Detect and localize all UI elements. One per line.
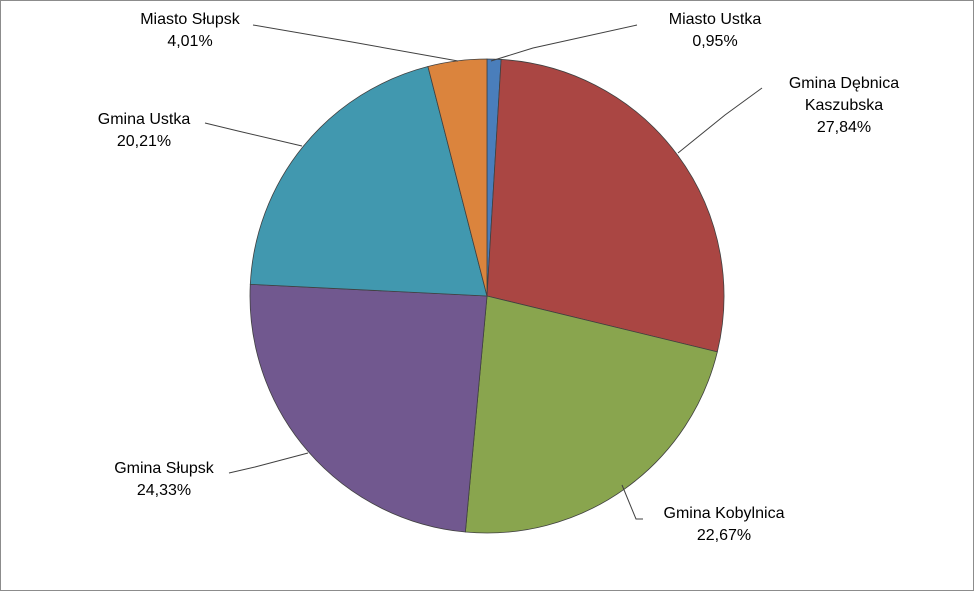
leader-lines	[204, 24, 763, 520]
leader-line-2	[621, 484, 643, 520]
data-label-name: Gmina Słupsk	[114, 460, 215, 477]
data-label-name: Kaszubska	[805, 97, 883, 114]
data-label-4: Gmina Ustka 20,21%	[98, 111, 191, 150]
leader-line-4	[204, 122, 303, 147]
data-label-percent: 27,84%	[817, 119, 871, 136]
data-labels: Miasto Ustka 0,95% Gmina Dębnica Kaszubska 2…	[98, 11, 899, 544]
pie-slice-3	[249, 283, 488, 533]
data-label-percent: 20,21%	[117, 133, 171, 150]
data-label-percent: 22,67%	[697, 527, 751, 544]
data-label-name: Gmina Kobylnica	[664, 505, 785, 522]
data-label-name: Gmina Dębnica	[789, 75, 899, 92]
leader-line-1	[677, 87, 763, 154]
data-label-name: Miasto Ustka	[669, 11, 762, 28]
pie-slices	[249, 58, 725, 534]
data-label-percent: 24,33%	[137, 482, 191, 499]
pie-slice-2	[464, 295, 718, 534]
leader-line-3	[228, 452, 309, 474]
data-label-name: Gmina Ustka	[98, 111, 191, 128]
data-label-name: Miasto Słupsk	[140, 11, 241, 28]
data-label-3: Gmina Słupsk 24,33%	[114, 460, 215, 499]
leader-line-5	[252, 24, 459, 62]
data-label-1: Gmina Dębnica Kaszubska 27,84%	[789, 75, 899, 136]
data-label-5: Miasto Słupsk 4,01%	[140, 11, 241, 50]
pie-slice-4	[249, 65, 488, 297]
data-label-0: Miasto Ustka 0,95%	[669, 11, 762, 50]
data-label-2: Gmina Kobylnica 22,67%	[664, 505, 785, 544]
pie-slice-1	[486, 58, 725, 353]
data-label-percent: 4,01%	[167, 33, 212, 50]
leader-line-0	[490, 24, 638, 62]
data-label-percent: 0,95%	[692, 33, 737, 50]
